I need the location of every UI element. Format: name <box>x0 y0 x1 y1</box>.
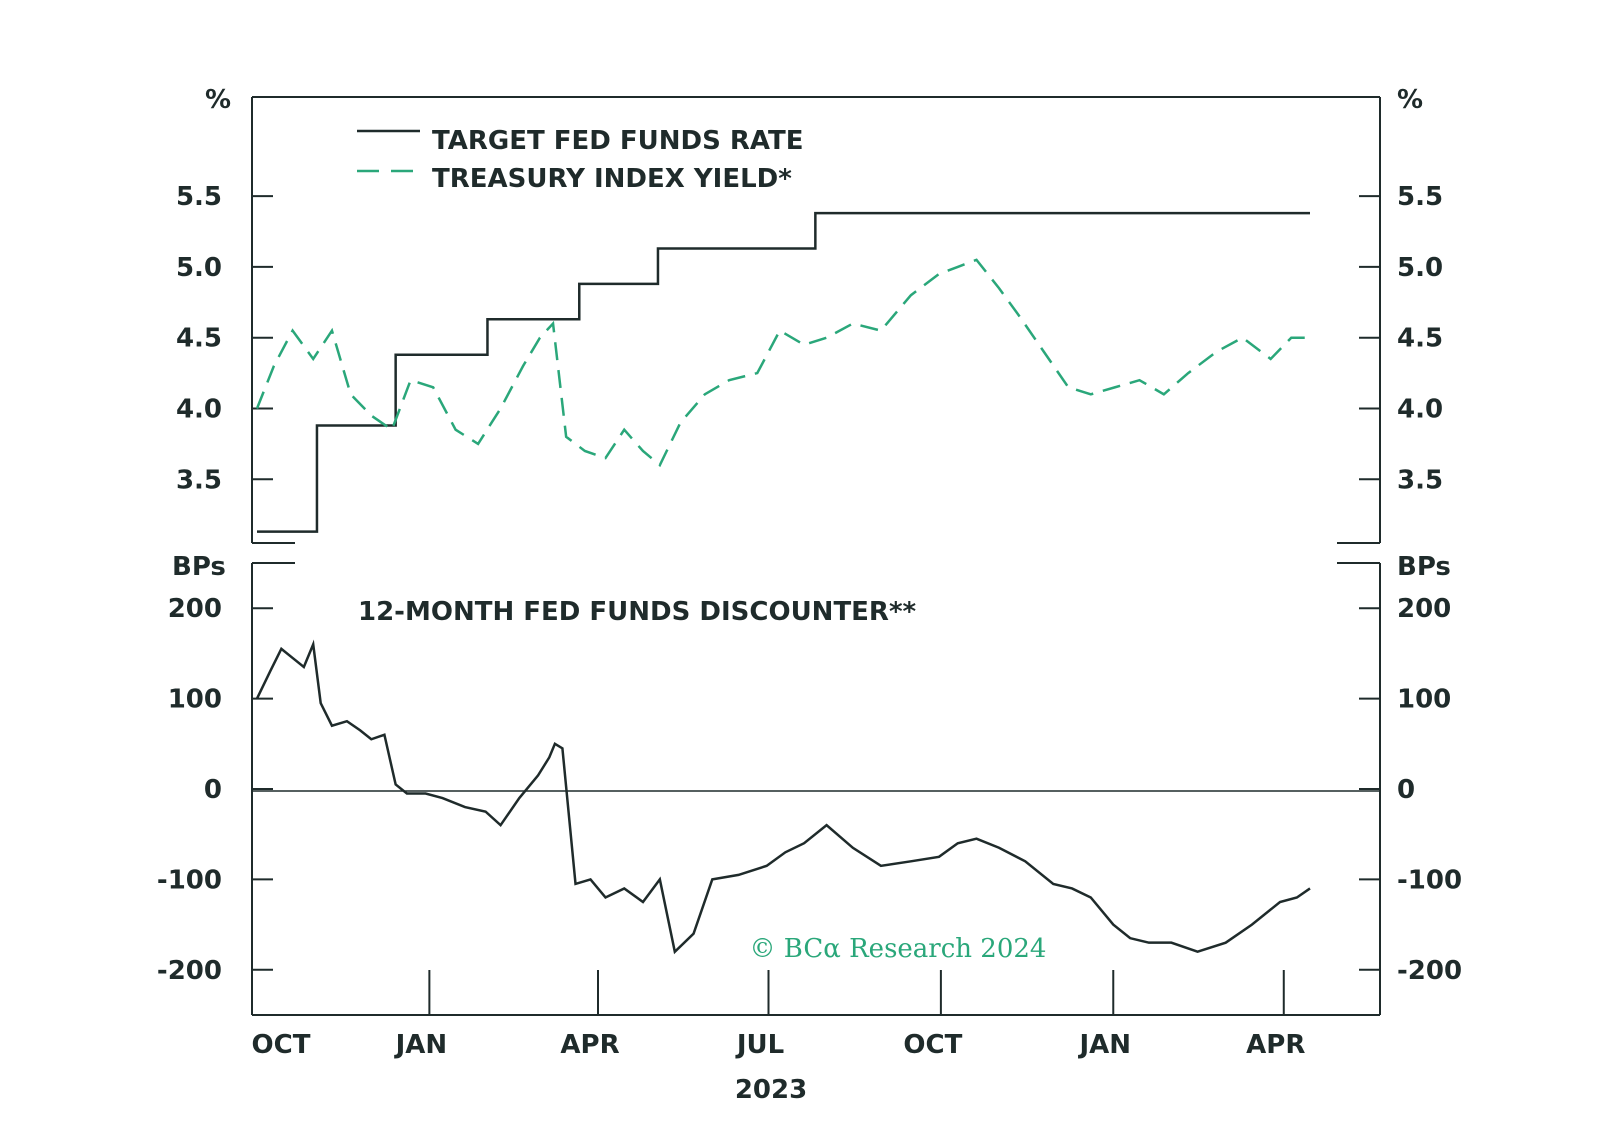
top-right-tick-label: 5.0 <box>1397 253 1443 283</box>
x-tick-label: OCT <box>903 1030 962 1060</box>
top-left-tick-label: 4.5 <box>176 324 222 354</box>
top-right-tick-label: 4.5 <box>1397 324 1443 354</box>
x-tick-label: OCT <box>252 1030 311 1060</box>
discounter-line <box>255 639 1311 955</box>
legend-treasury-label: TREASURY INDEX YIELD* <box>432 164 792 194</box>
bottom-left-tick-label: 200 <box>168 594 222 624</box>
bottom-right-tick-label: -200 <box>1397 956 1462 986</box>
watermark: © BCα Research 2024 <box>750 934 1047 964</box>
x-tick-label: JUL <box>735 1030 784 1060</box>
bottom-left-tick-label: 100 <box>168 685 222 715</box>
year-label: 2023 <box>735 1075 807 1105</box>
bottom-right-unit: BPs <box>1397 552 1451 582</box>
legend: TARGET FED FUNDS RATE TREASURY INDEX YIE… <box>357 126 804 194</box>
x-tick-label: APR <box>1246 1030 1305 1060</box>
top-right-tick-label: 3.5 <box>1397 465 1443 495</box>
target-fed-funds-line <box>257 211 1310 533</box>
bottom-right-tick-label: 0 <box>1397 775 1415 805</box>
bottom-panel-title: 12-MONTH FED FUNDS DISCOUNTER** <box>358 597 917 627</box>
x-tick-label: APR <box>560 1030 619 1060</box>
bottom-left-tick-label: -200 <box>157 956 222 986</box>
bottom-right-tick-label: 100 <box>1397 685 1451 715</box>
x-tick-label: JAN <box>1077 1030 1131 1060</box>
top-panel-frame <box>251 96 1381 544</box>
top-right-tick-label: 4.0 <box>1397 394 1443 424</box>
top-left-unit: % <box>205 85 231 115</box>
x-tick-label: JAN <box>394 1030 448 1060</box>
x-ticks: OCT JAN APR JUL OCT JAN APR <box>252 970 1305 1060</box>
treasury-yield-line <box>255 258 1310 468</box>
bottom-y-ticks: 200 200 100 100 0 0 -100 -100 -200 -200 <box>157 594 1462 986</box>
bottom-left-tick-label: 0 <box>204 775 222 805</box>
bottom-left-unit: BPs <box>172 552 226 582</box>
top-left-tick-label: 4.0 <box>176 394 222 424</box>
legend-target-label: TARGET FED FUNDS RATE <box>432 126 804 156</box>
top-left-tick-label: 5.0 <box>176 253 222 283</box>
top-left-tick-label: 3.5 <box>176 465 222 495</box>
top-right-tick-label: 5.5 <box>1397 182 1443 212</box>
series-layer <box>255 211 1311 955</box>
bottom-right-tick-label: -100 <box>1397 865 1462 895</box>
top-right-unit: % <box>1397 85 1423 115</box>
top-y-ticks: 5.5 5.5 5.0 5.0 4.5 4.5 4.0 4.0 3.5 3.5 <box>176 182 1443 495</box>
top-left-tick-label: 5.5 <box>176 182 222 212</box>
bottom-right-tick-label: 200 <box>1397 594 1451 624</box>
bottom-left-tick-label: -100 <box>157 865 222 895</box>
